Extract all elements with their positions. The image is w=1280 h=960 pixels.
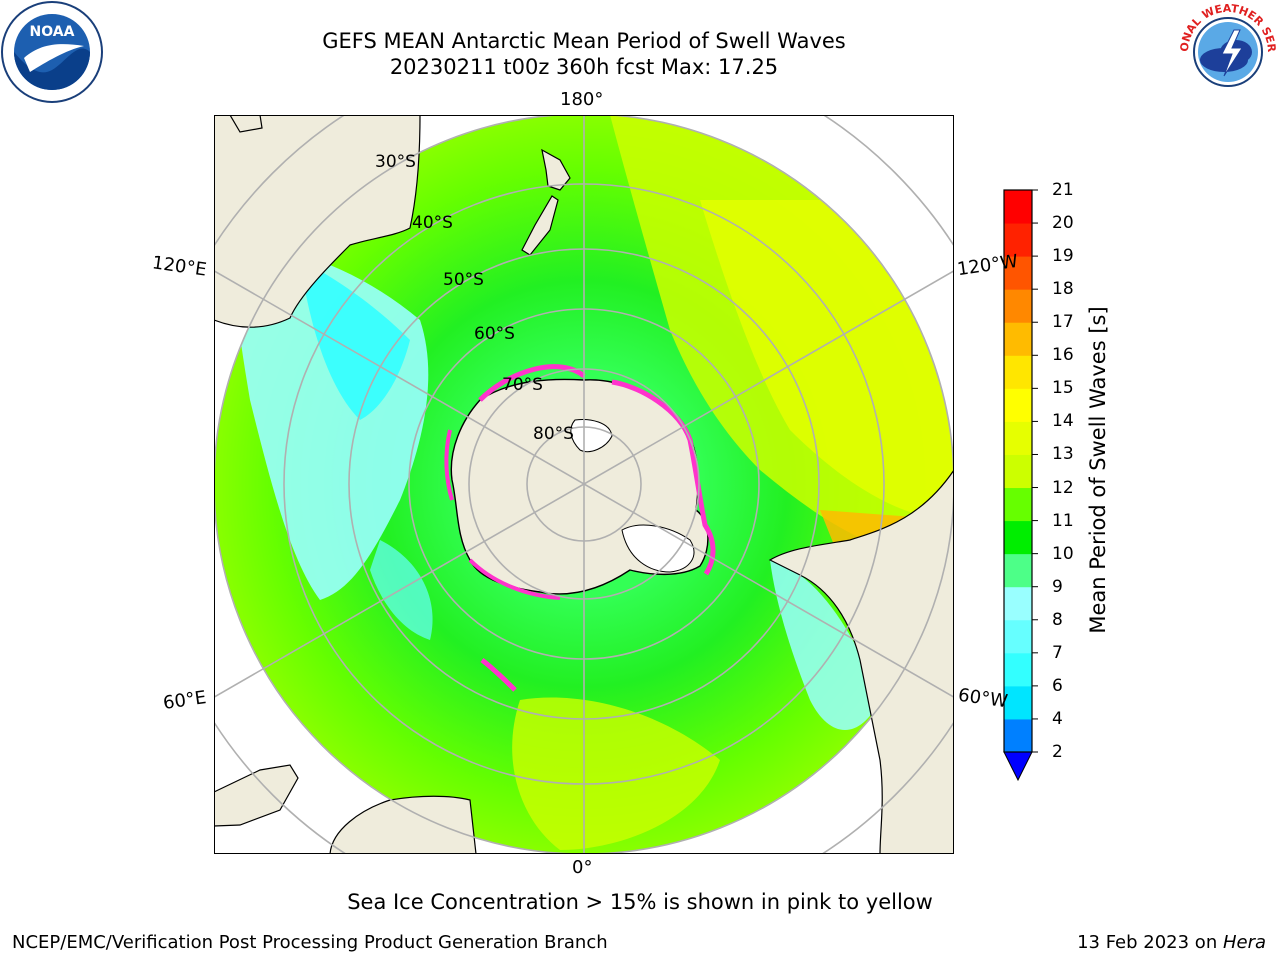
colorbar-under-arrow	[1003, 751, 1033, 782]
colorbar-bin	[1004, 685, 1032, 720]
lat-label-60s: 60°S	[474, 324, 515, 344]
colorbar-bin	[1004, 553, 1032, 588]
footer-host: Hera	[1222, 932, 1266, 953]
colorbar-bin	[1004, 718, 1032, 753]
lat-label-40s: 40°S	[412, 213, 453, 233]
colorbar-tick-label: 2	[1052, 742, 1063, 762]
sea-ice-edge-3	[468, 558, 561, 600]
sea-ice-caption: Sea Ice Concentration > 15% is shown in …	[347, 890, 933, 914]
colorbar-tick-label: 18	[1052, 279, 1074, 300]
colorbar-tick-label: 16	[1052, 345, 1074, 366]
noaa-logo: NOAA	[1, 1, 103, 103]
lat-label-70s: 70°S	[502, 375, 543, 395]
footer-credit: NCEP/EMC/Verification Post Processing Pr…	[12, 932, 608, 953]
footer-date: 13 Feb 2023 on Hera	[1077, 932, 1266, 953]
land-corner	[229, 115, 263, 133]
colorbar-bin	[1004, 256, 1032, 290]
colorbar-tick-label: 17	[1052, 312, 1074, 333]
colorbar-bin	[1004, 586, 1032, 621]
map-area	[214, 115, 954, 854]
colorbar-tick-label: 20	[1052, 213, 1074, 234]
colorbar-bin	[1004, 322, 1032, 356]
land-masses	[214, 115, 954, 854]
colorbar-bin	[1004, 454, 1032, 489]
lon-label-180: 180°	[560, 89, 604, 110]
land-australia	[214, 115, 421, 328]
colorbar-tick-label: 19	[1052, 246, 1074, 267]
footer-date-text: 13 Feb 2023 on	[1077, 932, 1223, 953]
colorbar-bin	[1004, 421, 1032, 455]
colorbar-tick-label: 8	[1052, 609, 1063, 630]
graticule	[214, 115, 954, 854]
swell-region-short-east	[770, 560, 880, 730]
swell-region-atlantic	[512, 697, 720, 850]
colorbar-bin	[1004, 487, 1032, 522]
colorbar-bin	[1004, 223, 1032, 257]
colorbar-tick-label: 15	[1052, 378, 1074, 399]
swell-region-shorter	[300, 260, 410, 420]
sea-ice-edge-1	[478, 364, 586, 402]
colorbar-bin	[1004, 355, 1032, 389]
chart-subtitle: 20230211 t00z 360h fcst Max: 17.25	[389, 55, 779, 79]
swell-region-longer	[700, 200, 954, 520]
land-madagascar	[214, 764, 299, 827]
lat-label-80s: 80°S	[533, 424, 574, 444]
colorbar-tick-label: 10	[1052, 543, 1074, 564]
colorbar-tick-label: 4	[1052, 708, 1063, 729]
lon-label-0: 0°	[572, 857, 593, 878]
colorbar-tick-label: 12	[1052, 477, 1074, 498]
lat-label-30s: 30°S	[375, 152, 416, 172]
noaa-logo-text: NOAA	[30, 24, 75, 40]
lat-label-50s: 50°S	[443, 270, 484, 290]
colorbar-tick-label: 9	[1052, 576, 1063, 597]
colorbar-frame	[1003, 189, 1033, 753]
colorbar-tick-label: 7	[1052, 642, 1063, 663]
colorbar-bin	[1004, 190, 1032, 224]
colorbar-tick-label: 21	[1052, 180, 1074, 200]
sea-ice-edge-2	[611, 379, 716, 576]
colorbar-label-text: Mean Period of Swell Waves [s]	[1086, 306, 1110, 634]
colorbar-tick-label: 14	[1052, 411, 1074, 432]
colorbar-bin	[1004, 388, 1032, 422]
land-south-america	[768, 468, 954, 854]
colorbar-tick-label: 11	[1052, 510, 1074, 531]
land-nz-north	[541, 148, 571, 191]
colorbar-bin	[1004, 652, 1032, 687]
colorbar-bin	[1004, 520, 1032, 555]
colorbar	[1003, 189, 1038, 782]
chart-title: GEFS MEAN Antarctic Mean Period of Swell…	[322, 29, 846, 53]
colorbar-bin	[1004, 619, 1032, 654]
colorbar-tick-label: 13	[1052, 444, 1074, 465]
sea-ice-edge-4	[444, 429, 454, 501]
sea-ice-patch	[480, 658, 517, 692]
colorbar-bin	[1004, 289, 1032, 323]
nws-logo: NATIONAL WEATHER SERVICE	[1176, 0, 1278, 102]
colorbar-tick-label: 6	[1052, 675, 1063, 696]
